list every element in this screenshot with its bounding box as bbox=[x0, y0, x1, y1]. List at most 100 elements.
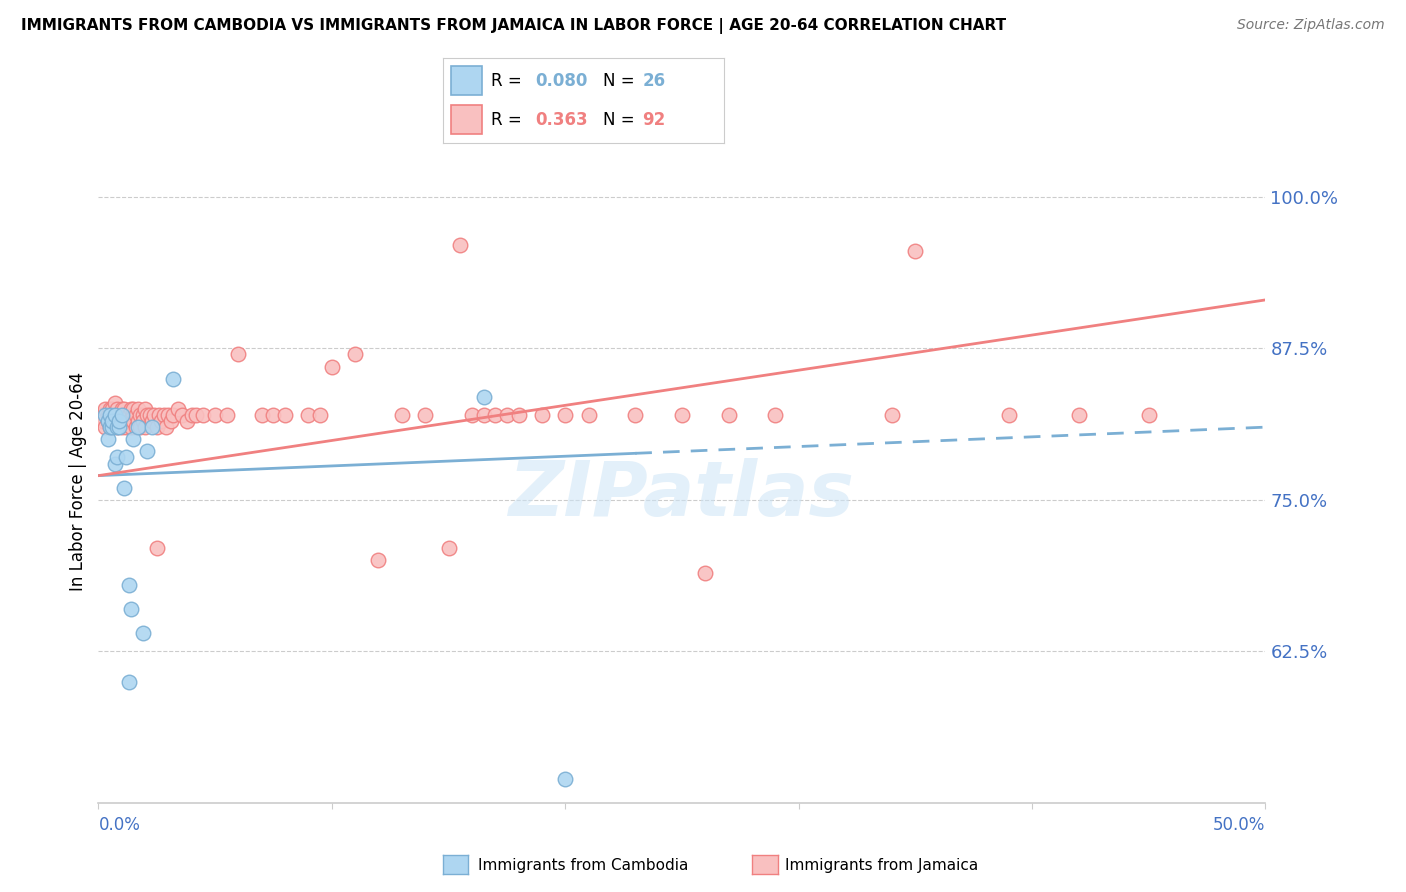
Point bbox=[143, 408, 166, 422]
Point bbox=[98, 420, 121, 434]
Point bbox=[101, 414, 124, 428]
Point bbox=[111, 408, 134, 422]
Point bbox=[105, 420, 128, 434]
Point bbox=[98, 408, 121, 422]
Point bbox=[97, 432, 120, 446]
Point bbox=[155, 420, 177, 434]
Point bbox=[172, 408, 194, 422]
Point bbox=[97, 408, 120, 422]
Point bbox=[115, 408, 138, 422]
Point bbox=[141, 414, 163, 428]
Point bbox=[186, 408, 208, 422]
Point bbox=[997, 408, 1019, 422]
Point bbox=[461, 408, 484, 422]
Point bbox=[104, 396, 127, 410]
Point bbox=[118, 408, 141, 422]
Point bbox=[105, 408, 128, 422]
Text: R =: R = bbox=[491, 111, 527, 128]
Point bbox=[321, 359, 343, 374]
Point bbox=[125, 408, 148, 422]
Point bbox=[274, 408, 297, 422]
Point bbox=[127, 420, 149, 434]
Point bbox=[134, 420, 156, 434]
Text: 0.363: 0.363 bbox=[536, 111, 588, 128]
Point bbox=[159, 414, 181, 428]
Point bbox=[162, 408, 184, 422]
Point bbox=[262, 408, 284, 422]
Point bbox=[624, 408, 647, 422]
Text: ZIPatlas: ZIPatlas bbox=[509, 458, 855, 532]
Point bbox=[118, 674, 141, 689]
Point bbox=[180, 408, 202, 422]
Point bbox=[367, 553, 389, 567]
Point bbox=[120, 401, 142, 416]
Point bbox=[105, 450, 128, 465]
Point bbox=[112, 414, 135, 428]
Point bbox=[101, 420, 124, 434]
Point bbox=[148, 408, 170, 422]
Point bbox=[150, 414, 173, 428]
Text: 50.0%: 50.0% bbox=[1213, 816, 1265, 834]
Point bbox=[111, 420, 134, 434]
Text: 0.0%: 0.0% bbox=[98, 816, 141, 834]
Point bbox=[132, 414, 155, 428]
Point bbox=[104, 414, 127, 428]
Point bbox=[115, 420, 138, 434]
Point bbox=[228, 347, 250, 361]
Point bbox=[215, 408, 238, 422]
Point bbox=[152, 408, 174, 422]
Point bbox=[904, 244, 927, 259]
Y-axis label: In Labor Force | Age 20-64: In Labor Force | Age 20-64 bbox=[69, 372, 87, 591]
Point bbox=[120, 420, 142, 434]
Point bbox=[98, 401, 121, 416]
Text: 26: 26 bbox=[643, 72, 665, 90]
Point bbox=[120, 602, 142, 616]
Point bbox=[97, 414, 120, 428]
Point bbox=[90, 408, 112, 422]
Point bbox=[134, 401, 156, 416]
Point bbox=[91, 414, 114, 428]
Text: Source: ZipAtlas.com: Source: ZipAtlas.com bbox=[1237, 18, 1385, 32]
Point bbox=[104, 457, 127, 471]
Point bbox=[496, 408, 519, 422]
Bar bbox=[451, 105, 482, 134]
Point bbox=[413, 408, 436, 422]
Point bbox=[125, 420, 148, 434]
Point bbox=[127, 414, 149, 428]
Point bbox=[111, 408, 134, 422]
Point bbox=[118, 577, 141, 591]
Text: N =: N = bbox=[603, 72, 640, 90]
Point bbox=[105, 401, 128, 416]
Point bbox=[97, 414, 120, 428]
Point bbox=[105, 420, 128, 434]
Text: R =: R = bbox=[491, 72, 527, 90]
Point bbox=[578, 408, 600, 422]
Point bbox=[101, 420, 124, 434]
Point bbox=[108, 420, 131, 434]
Point bbox=[695, 566, 717, 580]
Point bbox=[91, 408, 114, 422]
Point bbox=[717, 408, 740, 422]
Bar bbox=[451, 67, 482, 95]
Text: 92: 92 bbox=[643, 111, 666, 128]
Point bbox=[94, 401, 117, 416]
Text: N =: N = bbox=[603, 111, 640, 128]
Point bbox=[162, 372, 184, 386]
Point bbox=[146, 541, 169, 556]
Point bbox=[101, 408, 124, 422]
Point bbox=[880, 408, 903, 422]
Text: 0.080: 0.080 bbox=[536, 72, 588, 90]
Point bbox=[508, 408, 530, 422]
Point bbox=[112, 401, 135, 416]
Point bbox=[309, 408, 332, 422]
Point bbox=[166, 401, 188, 416]
Point bbox=[1137, 408, 1160, 422]
Point bbox=[250, 408, 273, 422]
Point bbox=[115, 450, 138, 465]
Point bbox=[136, 408, 159, 422]
Point bbox=[122, 414, 145, 428]
Point bbox=[554, 772, 576, 786]
Point bbox=[122, 408, 145, 422]
Point bbox=[129, 408, 152, 422]
Point bbox=[530, 408, 553, 422]
